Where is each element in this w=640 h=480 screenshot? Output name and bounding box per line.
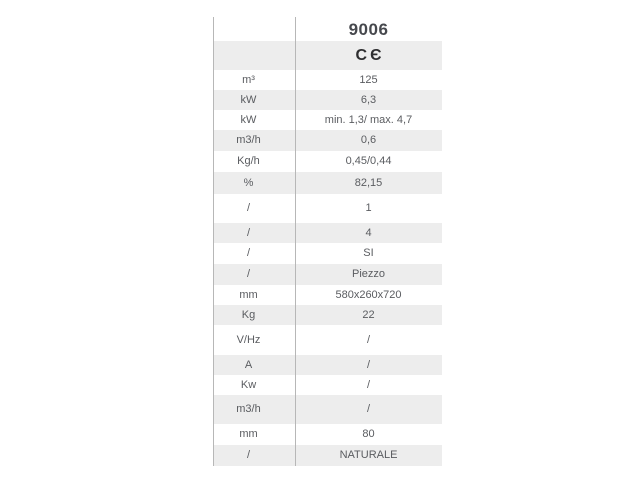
table-row: kW 6,3 bbox=[214, 90, 442, 110]
row-unit: V/Hz bbox=[214, 325, 296, 355]
row-value: 4 bbox=[365, 226, 372, 239]
ce-mark-icon: CЄ bbox=[355, 46, 385, 64]
row-value: 6,3 bbox=[360, 93, 377, 106]
table-row: / 1 bbox=[214, 194, 442, 223]
model-number: 9006 bbox=[348, 19, 389, 39]
row-value: 82,15 bbox=[354, 176, 383, 189]
row-value: NATURALE bbox=[339, 449, 398, 461]
table-row: V/Hz / bbox=[214, 325, 442, 355]
table-header-row: 9006 bbox=[214, 17, 442, 41]
product-spec-table: 9006 CЄ m³ 125 kW 6,3 kW min. 1,3/ max. … bbox=[213, 17, 442, 466]
table-row: Kg 22 bbox=[214, 305, 442, 325]
table-row: / NATURALE bbox=[214, 445, 442, 466]
row-unit: m3/h bbox=[214, 130, 296, 151]
table-row: / 4 bbox=[214, 223, 442, 243]
row-value: / bbox=[366, 358, 371, 371]
row-unit: mm bbox=[214, 285, 296, 305]
row-unit: / bbox=[214, 445, 296, 466]
row-value: 1 bbox=[365, 202, 372, 214]
row-unit: / bbox=[214, 264, 296, 285]
row-value: min. 1,3/ max. 4,7 bbox=[324, 113, 413, 126]
row-value: 0,6 bbox=[360, 134, 377, 146]
unit-column-header-blank bbox=[214, 17, 296, 41]
table-row: Kw / bbox=[214, 375, 442, 395]
row-value: / bbox=[366, 403, 371, 415]
row-unit: / bbox=[214, 243, 296, 264]
table-row: / Piezzo bbox=[214, 264, 442, 285]
row-unit: m³ bbox=[214, 70, 296, 90]
row-value: Piezzo bbox=[351, 268, 386, 280]
table-row: mm 80 bbox=[214, 424, 442, 445]
table-row: Kg/h 0,45/0,44 bbox=[214, 151, 442, 172]
table-row: m3/h 0,6 bbox=[214, 130, 442, 151]
ce-row: CЄ bbox=[214, 41, 442, 70]
row-value: 0,45/0,44 bbox=[345, 155, 392, 167]
row-unit: Kw bbox=[214, 375, 296, 395]
row-unit: Kg bbox=[214, 305, 296, 325]
row-value: 22 bbox=[362, 308, 375, 321]
ce-row-unit-blank bbox=[214, 41, 296, 70]
table-row: % 82,15 bbox=[214, 172, 442, 194]
row-unit: mm bbox=[214, 424, 296, 445]
row-unit: kW bbox=[214, 110, 296, 130]
row-value: / bbox=[366, 378, 371, 391]
row-value: SI bbox=[363, 247, 374, 259]
row-unit: / bbox=[214, 223, 296, 243]
row-value: 80 bbox=[362, 428, 375, 440]
table-row: A / bbox=[214, 355, 442, 375]
row-unit: A bbox=[214, 355, 296, 375]
row-value: 125 bbox=[359, 73, 378, 86]
table-row: m3/h / bbox=[214, 395, 442, 424]
table-row: mm 580x260x720 bbox=[214, 285, 442, 305]
row-unit: kW bbox=[214, 90, 296, 110]
row-unit: Kg/h bbox=[214, 151, 296, 172]
table-row: kW min. 1,3/ max. 4,7 bbox=[214, 110, 442, 130]
row-value: 580x260x720 bbox=[335, 288, 402, 301]
row-value: / bbox=[366, 333, 371, 346]
table-row: m³ 125 bbox=[214, 70, 442, 90]
row-unit: / bbox=[214, 194, 296, 223]
table-row: / SI bbox=[214, 243, 442, 264]
row-unit: m3/h bbox=[214, 395, 296, 424]
row-unit: % bbox=[214, 172, 296, 194]
